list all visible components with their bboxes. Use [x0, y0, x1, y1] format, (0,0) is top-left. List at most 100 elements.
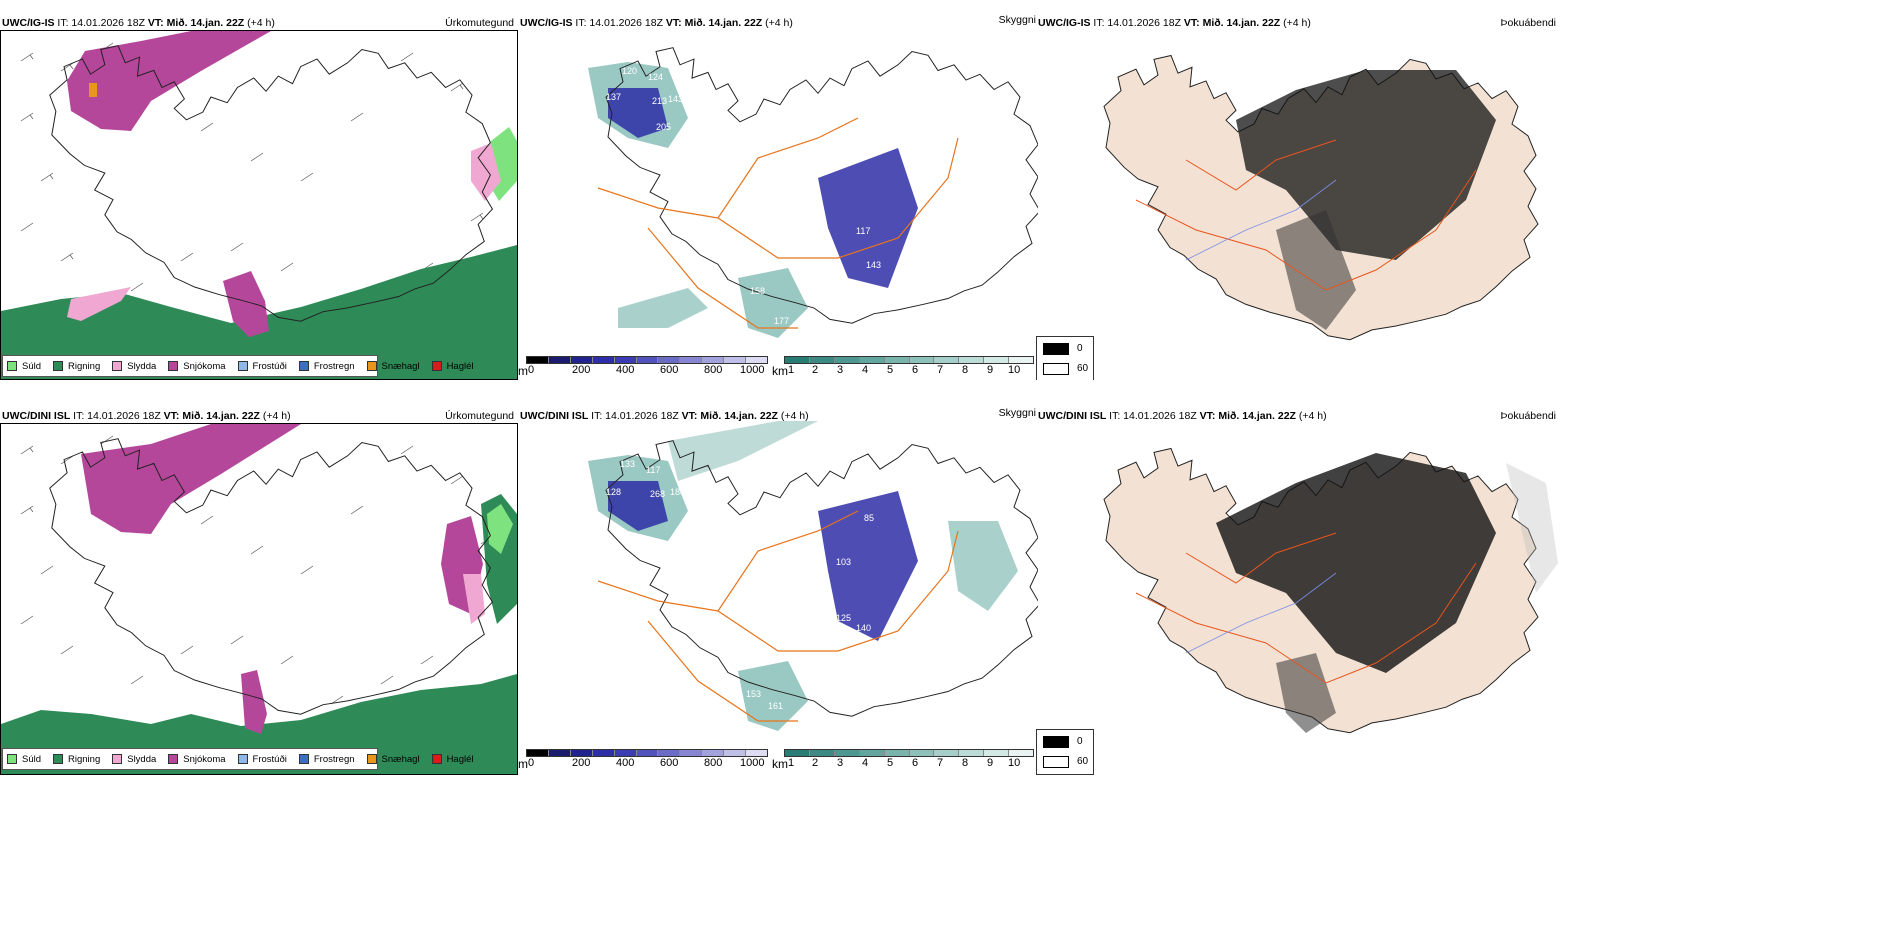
- legend-swatch: [53, 754, 64, 764]
- ceiling-colorbar: [526, 356, 768, 364]
- svg-text:153: 153: [746, 689, 761, 699]
- svg-text:143: 143: [668, 94, 683, 104]
- legend-item: Rigning: [53, 361, 100, 372]
- legend-swatch: [7, 361, 17, 371]
- svg-text:177: 177: [774, 316, 789, 326]
- ceiling-unit: m: [518, 757, 528, 771]
- svg-text:184: 184: [670, 487, 685, 497]
- fog-panel-ig: UWC/IG-IS IT: 14.01.2026 18Z VT: Mið. 14…: [1036, 0, 1558, 380]
- precip-map: [1, 31, 517, 379]
- panel-header: UWC/DINI ISL IT: 14.01.2026 18Z VT: Mið.…: [520, 410, 809, 422]
- fog-label: 0: [1077, 736, 1083, 747]
- legend-swatch: [168, 754, 179, 764]
- legend-item: Snjókoma: [168, 361, 226, 372]
- ceiling-tick: 1000: [740, 757, 765, 769]
- legend-item: Súld: [7, 361, 41, 372]
- svg-text:158: 158: [750, 286, 765, 296]
- ceiling-tick: 1000: [740, 364, 765, 376]
- fog-legend: 0 60: [1036, 729, 1094, 775]
- ceiling-unit: m: [518, 364, 528, 378]
- visibility-tick: 7: [937, 364, 944, 376]
- fog-panel-dini: UWC/DINI ISL IT: 14.01.2026 18Z VT: Mið.…: [1036, 393, 1558, 775]
- ceiling-tick: 0: [528, 364, 535, 376]
- visibility-tick: 1: [788, 757, 795, 769]
- legend-item: Haglél: [431, 361, 474, 372]
- legend-swatch: [237, 754, 248, 764]
- fog-label: 60: [1077, 363, 1089, 374]
- legend-item: Slydda: [112, 361, 156, 372]
- svg-text:85: 85: [864, 513, 874, 523]
- visibility-tick: 5: [887, 757, 894, 769]
- ceiling-tick: 200: [572, 364, 591, 376]
- legend-item: Snæhagl: [366, 361, 420, 372]
- precip-panel-ig: UWC/IG-IS IT: 14.01.2026 18Z VT: Mið. 14…: [0, 0, 518, 380]
- fog-label: 60: [1077, 756, 1089, 767]
- panel-title: Úrkomutegund: [445, 410, 514, 422]
- ceiling-map: 133 117 128 268 184 85 125 140 103 153 1…: [588, 421, 1038, 731]
- sleet-east: [463, 574, 485, 624]
- legend-swatch: [53, 361, 64, 371]
- legend-item: Rigning: [53, 754, 100, 765]
- wind-barbs: [20, 435, 494, 705]
- legend-swatch: [112, 754, 123, 764]
- precip-panel-dini: UWC/DINI ISL IT: 14.01.2026 18Z VT: Mið.…: [0, 393, 518, 775]
- ceiling-tick: 800: [704, 364, 723, 376]
- svg-text:120: 120: [622, 66, 637, 76]
- legend-swatch: [112, 361, 123, 371]
- ceiling-colorbar: [526, 749, 768, 757]
- visibility-tick: 10: [1008, 757, 1021, 769]
- visibility-tick: 10: [1008, 364, 1021, 376]
- panel-header: UWC/DINI ISL IT: 14.01.2026 18Z VT: Mið.…: [2, 410, 291, 422]
- legend-item: Frostregn: [298, 361, 355, 372]
- panel-title: Þokuábendi: [1500, 410, 1556, 422]
- ceiling-panel-dini: UWC/DINI ISL IT: 14.01.2026 18Z VT: Mið.…: [518, 393, 1038, 775]
- snow-south: [241, 670, 267, 734]
- snow-northwest: [67, 31, 271, 131]
- visibility-tick: 7: [937, 757, 944, 769]
- fog-map: [1103, 447, 1558, 734]
- sea-rain-south: [1, 245, 517, 379]
- svg-text:268: 268: [650, 489, 665, 499]
- precip-map: [1, 424, 517, 774]
- svg-text:133: 133: [620, 459, 635, 469]
- legend-swatch: [366, 361, 377, 371]
- panel-title: Skyggni: [998, 407, 1036, 419]
- svg-text:205: 205: [656, 122, 671, 132]
- fog-swatch: [1043, 736, 1069, 748]
- svg-text:89: 89: [918, 212, 928, 222]
- panel-header: UWC/IG-IS IT: 14.01.2026 18Z VT: Mið. 14…: [2, 17, 275, 29]
- visibility-colorbar: [784, 356, 1034, 364]
- legend-item: Snæhagl: [366, 754, 420, 765]
- ceiling-tick: 400: [616, 757, 635, 769]
- ceiling-map: 120 124 137 213 143 205 158 177 117 143 …: [588, 47, 1038, 338]
- precip-legend: Súld Rigning Slydda Snjókoma Frostúði Fr…: [2, 748, 474, 770]
- visibility-tick: 2: [812, 364, 819, 376]
- visibility-tick: 9: [987, 757, 994, 769]
- legend-item: Frostregn: [298, 754, 355, 765]
- fog-swatch: [1043, 756, 1069, 768]
- legend-swatch: [298, 361, 309, 371]
- visibility-tick: 8: [962, 757, 969, 769]
- ceiling-tick: 800: [704, 757, 723, 769]
- legend-swatch: [168, 361, 179, 371]
- visibility-tick: 4: [862, 757, 869, 769]
- precip-legend: Súld Rigning Slydda Snjókoma Frostúði Fr…: [2, 355, 474, 377]
- panel-header: UWC/DINI ISL IT: 14.01.2026 18Z VT: Mið.…: [1038, 410, 1327, 422]
- visibility-tick: 8: [962, 364, 969, 376]
- ceiling-panel-ig: UWC/IG-IS IT: 14.01.2026 18Z VT: Mið. 14…: [518, 0, 1038, 380]
- panel-header: UWC/IG-IS IT: 14.01.2026 18Z VT: Mið. 14…: [1038, 17, 1311, 29]
- visibility-tick: 2: [812, 757, 819, 769]
- visibility-colorbar: [784, 749, 1034, 757]
- legend-swatch: [7, 754, 17, 764]
- legend-item: Súld: [7, 754, 41, 765]
- svg-text:117: 117: [856, 226, 870, 236]
- panel-title: Skyggni: [998, 14, 1036, 26]
- drizzle-east: [487, 504, 513, 554]
- panel-header: UWC/IG-IS IT: 14.01.2026 18Z VT: Mið. 14…: [520, 17, 793, 29]
- visibility-tick: 3: [837, 364, 844, 376]
- fog-swatch: [1043, 343, 1069, 355]
- legend-item: Snjókoma: [168, 754, 226, 765]
- visibility-tick: 3: [837, 757, 844, 769]
- map-frame: [0, 423, 518, 775]
- ceiling-labels: 120 124 137 213 143 205 158 177 117 143 …: [606, 66, 928, 326]
